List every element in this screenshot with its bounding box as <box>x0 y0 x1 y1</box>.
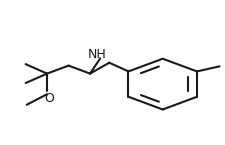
Text: O: O <box>44 92 54 105</box>
Text: NH: NH <box>87 48 106 61</box>
